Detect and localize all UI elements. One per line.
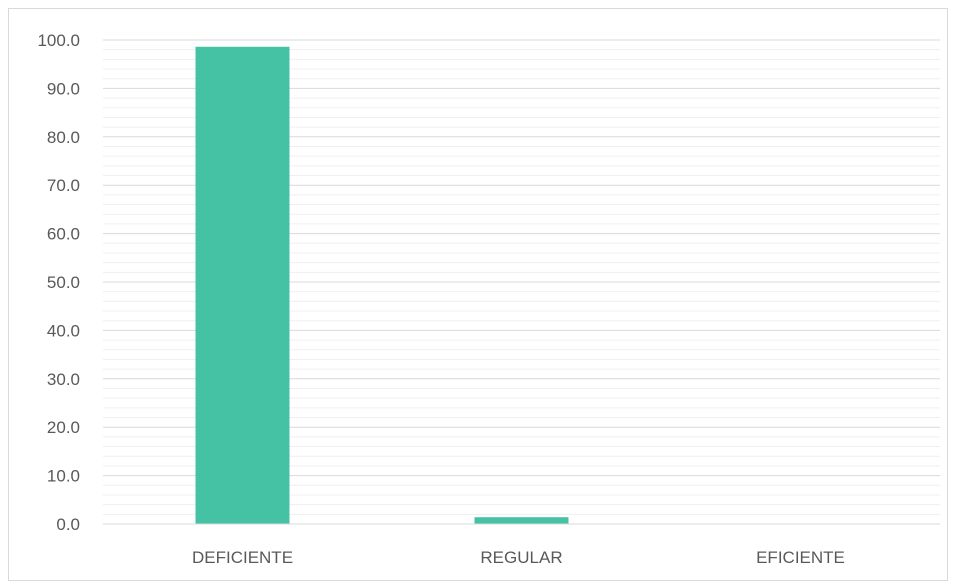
x-category-label: DEFICIENTE: [192, 548, 293, 567]
y-tick-label: 40.0: [47, 321, 80, 340]
x-category-labels: DEFICIENTE REGULAR EFICIENTE: [192, 548, 845, 567]
bars: [195, 46, 569, 524]
y-tick-label: 50.0: [47, 273, 80, 292]
y-tick-label: 10.0: [47, 467, 80, 486]
y-tick-label: 60.0: [47, 225, 80, 244]
y-tick-label: 70.0: [47, 176, 80, 195]
x-category-label: REGULAR: [480, 548, 562, 567]
y-tick-label: 30.0: [47, 370, 80, 389]
x-category-label: EFICIENTE: [756, 548, 845, 567]
y-tick-label: 20.0: [47, 418, 80, 437]
y-tick-label: 90.0: [47, 79, 80, 98]
y-tick-label: 0.0: [56, 515, 80, 534]
y-tick-label: 80.0: [47, 128, 80, 147]
y-tick-labels: 0.0 10.0 20.0 30.0 40.0 50.0 60.0 70.0 80.0 90.0 1…: [37, 31, 80, 534]
bar-deficiente: [195, 46, 290, 524]
y-tick-label: 100.0: [37, 31, 80, 50]
bar-regular: [474, 517, 569, 524]
